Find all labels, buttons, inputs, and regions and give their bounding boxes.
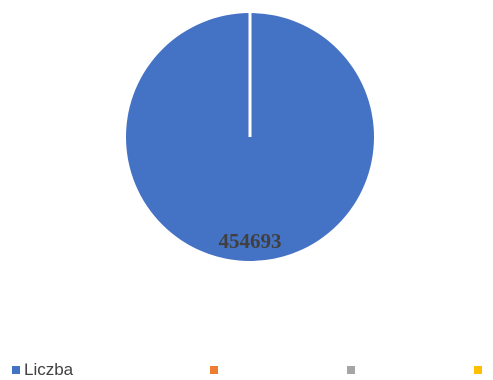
legend: Liczba <box>0 360 493 380</box>
legend-label-liczba: Liczba <box>24 360 74 379</box>
legend-swatch-2 <box>210 366 218 374</box>
legend-item-3 <box>347 360 359 380</box>
data-label-liczba: 454693 <box>219 229 282 253</box>
pie-slices <box>126 13 374 261</box>
legend-swatch-liczba <box>12 366 20 374</box>
legend-item-2 <box>210 360 222 380</box>
legend-item-4 <box>474 360 486 380</box>
legend-item-liczba: Liczba <box>12 360 73 380</box>
legend-swatch-4 <box>474 366 482 374</box>
legend-swatch-3 <box>347 366 355 374</box>
